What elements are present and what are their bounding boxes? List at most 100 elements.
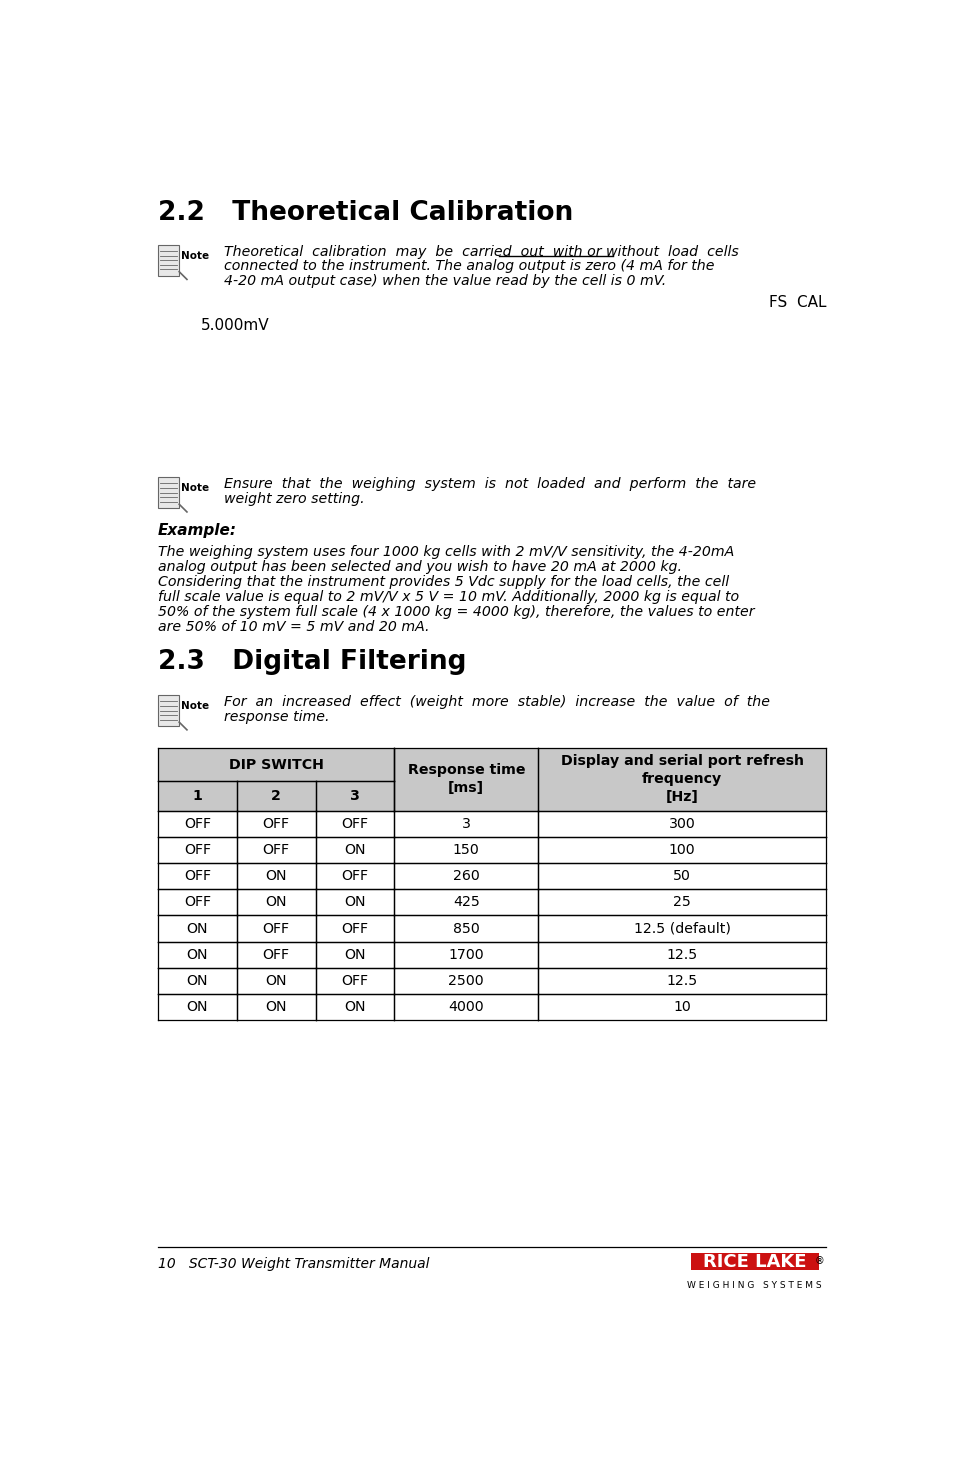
Text: Ensure  that  the  weighing  system  is  not  loaded  and  perform  the  tare: Ensure that the weighing system is not l… (224, 478, 755, 491)
Text: W E I G H I N G   S Y S T E M S: W E I G H I N G S Y S T E M S (687, 1282, 821, 1291)
Text: FS  CAL: FS CAL (768, 295, 825, 310)
Text: 3: 3 (461, 817, 471, 830)
Bar (315, 782, 395, 811)
Bar (690, 1254, 818, 1270)
Text: ON: ON (344, 844, 365, 857)
Text: 12.5: 12.5 (666, 948, 697, 962)
Bar (315, 863, 395, 889)
Text: 50% of the system full scale (4 x 1000 kg = 4000 kg), therefore, the values to e: 50% of the system full scale (4 x 1000 k… (158, 605, 754, 620)
Bar (158, 478, 179, 507)
Bar (315, 941, 395, 968)
Bar (236, 863, 315, 889)
Bar (236, 994, 315, 1021)
Text: 10   SCT-30 Weight Transmitter Manual: 10 SCT-30 Weight Transmitter Manual (158, 1257, 429, 1270)
Bar (537, 836, 825, 863)
Text: OFF: OFF (262, 844, 290, 857)
Bar (395, 994, 537, 1021)
Bar (395, 748, 537, 811)
Text: DIP SWITCH: DIP SWITCH (229, 758, 323, 771)
Bar (236, 836, 315, 863)
Bar (236, 889, 315, 916)
Bar (537, 863, 825, 889)
Text: 4000: 4000 (448, 1000, 483, 1013)
Text: response time.: response time. (224, 709, 329, 724)
Text: 260: 260 (453, 869, 479, 884)
Text: 10: 10 (673, 1000, 690, 1013)
Text: 2500: 2500 (448, 974, 483, 988)
Bar (158, 245, 179, 276)
Bar (315, 916, 395, 941)
Text: ON: ON (344, 1000, 365, 1013)
Bar (158, 748, 395, 782)
Bar (395, 941, 537, 968)
Text: For  an  increased  effect  (weight  more  stable)  increase  the  value  of  th: For an increased effect (weight more sta… (224, 695, 769, 709)
Bar (236, 968, 315, 994)
Text: ON: ON (187, 1000, 208, 1013)
Text: 12.5: 12.5 (666, 974, 697, 988)
Bar (315, 889, 395, 916)
Text: 50: 50 (673, 869, 690, 884)
Text: analog output has been selected and you wish to have 20 mA at 2000 kg.: analog output has been selected and you … (158, 560, 681, 574)
Text: RICE LAKE: RICE LAKE (702, 1252, 805, 1271)
Text: 2: 2 (271, 789, 281, 802)
Text: ON: ON (265, 974, 287, 988)
Text: Response time
[ms]: Response time [ms] (407, 763, 524, 795)
Text: Considering that the instrument provides 5 Vdc supply for the load cells, the ce: Considering that the instrument provides… (158, 575, 728, 589)
Text: ON: ON (344, 948, 365, 962)
Text: Example:: Example: (158, 524, 236, 538)
Bar (236, 941, 315, 968)
Text: OFF: OFF (184, 844, 211, 857)
Text: OFF: OFF (341, 869, 368, 884)
Bar (158, 941, 236, 968)
Text: ON: ON (187, 922, 208, 935)
Text: OFF: OFF (262, 817, 290, 830)
Bar (395, 889, 537, 916)
Text: ON: ON (187, 974, 208, 988)
Text: 4-20 mA output case) when the value read by the cell is 0 mV.: 4-20 mA output case) when the value read… (224, 274, 665, 288)
Bar (315, 968, 395, 994)
Text: OFF: OFF (341, 974, 368, 988)
Text: ON: ON (187, 948, 208, 962)
Bar (158, 811, 236, 836)
Text: 425: 425 (453, 895, 479, 910)
Bar (158, 968, 236, 994)
Text: ON: ON (265, 869, 287, 884)
Bar (537, 811, 825, 836)
Bar (395, 916, 537, 941)
Text: 2.2   Theoretical Calibration: 2.2 Theoretical Calibration (158, 201, 573, 226)
Bar (537, 968, 825, 994)
Bar (315, 811, 395, 836)
Text: OFF: OFF (341, 922, 368, 935)
Bar (158, 889, 236, 916)
Text: ON: ON (265, 1000, 287, 1013)
Bar (158, 782, 236, 811)
Text: 1: 1 (193, 789, 202, 802)
Text: weight zero setting.: weight zero setting. (224, 493, 364, 506)
Bar (158, 863, 236, 889)
Text: OFF: OFF (184, 895, 211, 910)
Bar (537, 994, 825, 1021)
Text: OFF: OFF (341, 817, 368, 830)
Bar (537, 941, 825, 968)
Text: 2.3   Digital Filtering: 2.3 Digital Filtering (158, 649, 466, 676)
Bar (315, 994, 395, 1021)
Text: ON: ON (344, 895, 365, 910)
Text: 300: 300 (668, 817, 695, 830)
Text: OFF: OFF (184, 817, 211, 830)
Bar (537, 748, 825, 811)
Text: Note: Note (180, 701, 209, 711)
Bar (236, 916, 315, 941)
Bar (158, 916, 236, 941)
Text: 100: 100 (668, 844, 695, 857)
Bar (395, 863, 537, 889)
Bar (395, 811, 537, 836)
Bar (315, 836, 395, 863)
Bar (158, 836, 236, 863)
Bar (395, 836, 537, 863)
Text: 3: 3 (350, 789, 359, 802)
Text: OFF: OFF (262, 922, 290, 935)
Text: Display and serial port refresh
frequency
[Hz]: Display and serial port refresh frequenc… (560, 754, 802, 804)
Text: ®: ® (814, 1255, 823, 1266)
Bar (236, 811, 315, 836)
Text: 150: 150 (453, 844, 479, 857)
